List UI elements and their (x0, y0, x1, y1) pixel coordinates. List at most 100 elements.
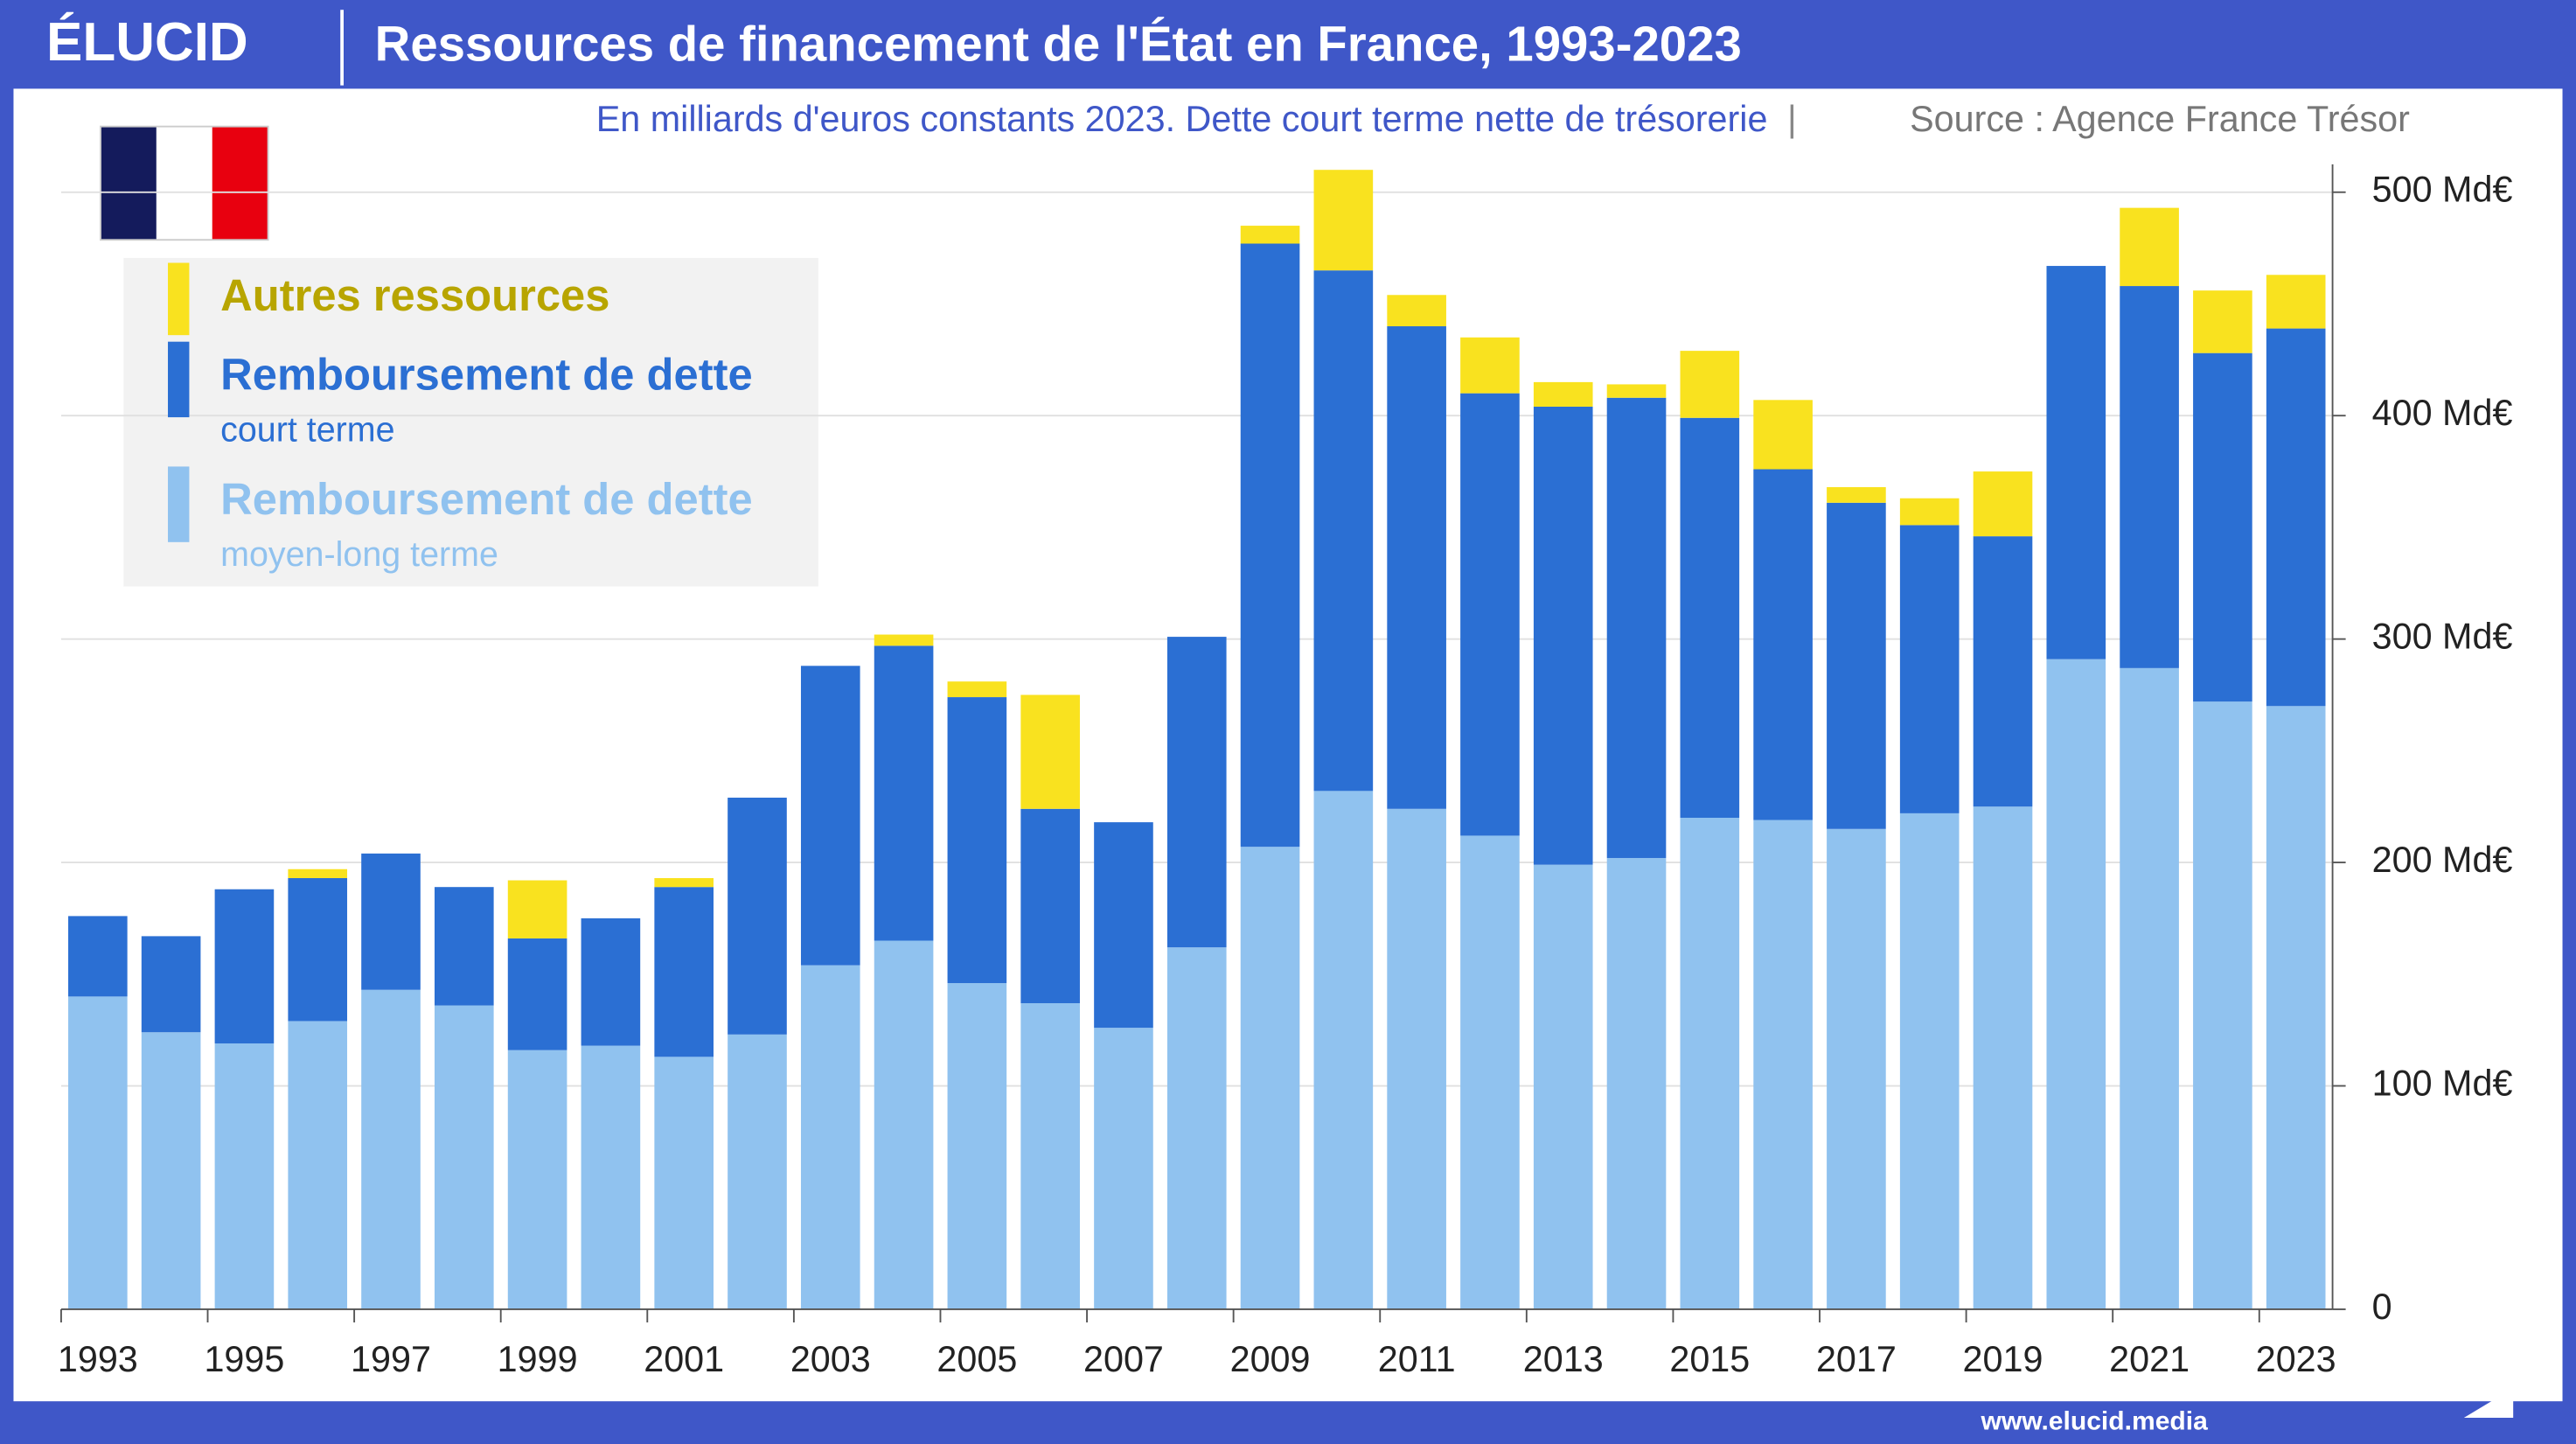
legend-label: Remboursement de dette (220, 474, 753, 524)
bar-segment (947, 681, 1007, 698)
legend-detail: moyen-long terme (220, 535, 498, 574)
bar-segment (288, 868, 348, 878)
legend-swatch (168, 466, 190, 542)
bar-segment (947, 983, 1007, 1309)
bar-segment (1166, 947, 1227, 1309)
bar-segment (1899, 525, 1960, 813)
chart-title: Ressources de financement de l'État en F… (375, 16, 1742, 71)
x-tick-label: 2015 (1669, 1339, 1750, 1379)
bar-segment (1460, 393, 1520, 836)
bar-segment (1973, 806, 2033, 1309)
bar-segment (1240, 847, 1300, 1309)
bar-segment (654, 887, 714, 1057)
bar-segment (1166, 637, 1227, 948)
bar-segment (1827, 828, 1886, 1309)
legend-label: Autres ressources (220, 270, 609, 320)
x-tick-label: 1993 (58, 1339, 138, 1379)
bar-segment (361, 989, 421, 1309)
bar-segment (507, 1050, 567, 1309)
legend-box (123, 257, 818, 587)
bar-segment (2193, 352, 2252, 702)
bar-segment (507, 880, 567, 938)
bar-segment (2193, 290, 2252, 353)
bar-segment (1899, 813, 1960, 1309)
chart-subtitle: En milliards d'euros constants 2023. Det… (596, 99, 1768, 139)
bar-segment (141, 1032, 201, 1309)
bar-segment (728, 1034, 787, 1309)
bar-segment (2120, 667, 2179, 1309)
bar-segment (1313, 170, 1374, 271)
bar-segment (2266, 275, 2326, 329)
bar-segment (1827, 486, 1886, 503)
x-tick-label: 2019 (1963, 1339, 2043, 1379)
x-tick-label: 2007 (1083, 1339, 1164, 1379)
bar-segment (1387, 326, 1446, 809)
bar-segment (288, 1021, 348, 1309)
bar-segment (2046, 659, 2106, 1309)
bar-segment (1094, 822, 1153, 1029)
bar-segment (1020, 808, 1080, 1004)
bar-segment (1753, 400, 1813, 470)
bar-segment (874, 645, 934, 941)
bar-segment (2120, 207, 2179, 287)
bar-segment (1020, 694, 1080, 809)
bar-segment (68, 996, 128, 1309)
bar-segment (654, 1057, 714, 1309)
bar-segment (214, 889, 275, 1044)
bar-segment (1313, 270, 1374, 792)
legend-detail: court terme (220, 410, 394, 449)
bar-segment (214, 1043, 275, 1309)
separator: | (1787, 99, 1797, 139)
flag (100, 125, 269, 241)
x-tick-label: 2017 (1816, 1339, 1897, 1379)
bar-segment (361, 853, 421, 990)
x-tick-label: 2011 (1378, 1339, 1456, 1379)
bar-segment (1973, 536, 2033, 807)
bar-segment (581, 917, 641, 1046)
x-tick-label: 1997 (351, 1339, 431, 1379)
bar-segment (800, 666, 860, 966)
bar-segment (1680, 818, 1740, 1309)
y-tick-label: 500 Md€ (2372, 170, 2513, 210)
bar-segment (1753, 820, 1813, 1309)
y-tick-label: 100 Md€ (2372, 1063, 2513, 1103)
x-tick-label: 2005 (936, 1339, 1017, 1379)
y-tick-label: 200 Md€ (2372, 840, 2513, 880)
bar-segment (434, 887, 494, 1006)
x-tick-label: 2009 (1230, 1339, 1311, 1379)
bar-segment (1753, 469, 1813, 820)
bar-segment (1387, 808, 1446, 1309)
bar-segment (288, 877, 348, 1022)
bar-segment (1240, 243, 1300, 848)
bar-segment (800, 965, 860, 1309)
x-tick-label: 2021 (2109, 1339, 2190, 1379)
bar-segment (2266, 706, 2326, 1309)
bar-segment (1606, 384, 1667, 398)
legend-label: Remboursement de dette (220, 349, 753, 399)
bar-segment (1606, 857, 1667, 1309)
bar-segment (141, 936, 201, 1033)
bar-segment (1533, 406, 1593, 865)
bar-segment (1973, 471, 2033, 537)
bar-segment (1460, 835, 1520, 1309)
y-tick-label: 0 (2372, 1287, 2392, 1327)
bar-segment (1533, 864, 1593, 1309)
bar-segment (434, 1005, 494, 1309)
bar-segment (2046, 266, 2106, 659)
bar-segment (68, 916, 128, 997)
y-tick-label: 400 Md€ (2372, 393, 2513, 433)
bar-segment (1387, 295, 1446, 327)
bar-segment (1240, 226, 1300, 244)
bar-segment (654, 877, 714, 888)
legend-swatch (168, 262, 190, 336)
bar-segment (1313, 791, 1374, 1309)
bar-segment (1827, 502, 1886, 829)
x-tick-label: 1999 (498, 1339, 578, 1379)
brand: ÉLUCID (46, 12, 248, 73)
bar-segment (728, 798, 787, 1035)
footer: www.elucid.media (1980, 1407, 2208, 1436)
legend-swatch (168, 341, 190, 418)
bar-segment (1533, 381, 1593, 407)
bar-segment (1094, 1028, 1153, 1309)
